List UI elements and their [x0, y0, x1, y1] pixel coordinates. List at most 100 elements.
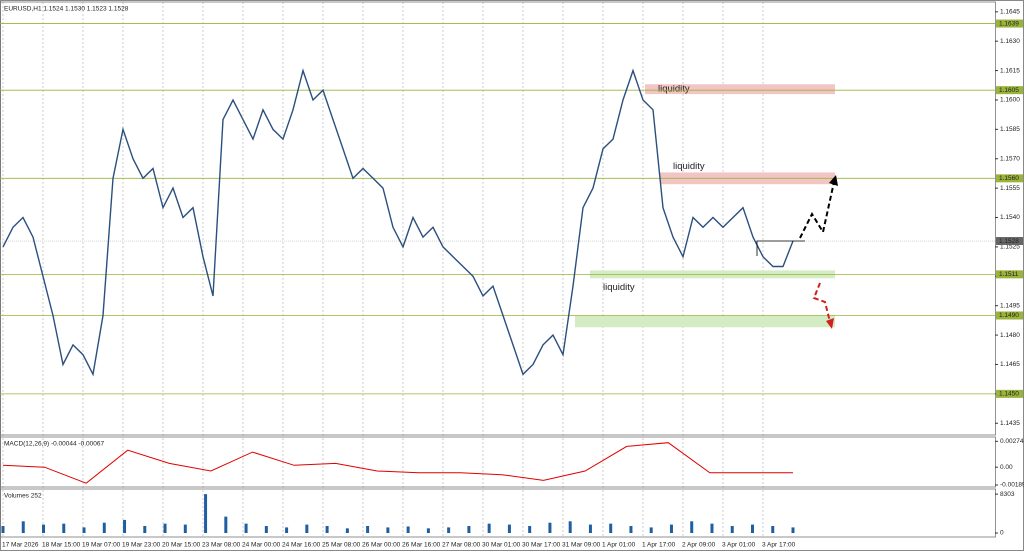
x-tick-label: 23 Mar 08:00 — [202, 542, 241, 549]
projection-down — [812, 282, 831, 323]
x-tick-label: 30 Mar 17:00 — [522, 542, 561, 549]
x-tick-label: 26 Mar 00:00 — [362, 542, 401, 549]
level-tag — [996, 270, 1023, 279]
y-tick-label: 1.1495 — [1000, 302, 1020, 309]
level-tag — [996, 86, 1023, 95]
price-line — [2, 68, 794, 377]
volume-bar — [669, 524, 673, 534]
volume-bar — [588, 524, 592, 534]
volume-bar — [1, 525, 5, 534]
x-tick-label: 26 Mar 16:00 — [402, 542, 441, 549]
x-tick-label: 17 Mar 2026 — [2, 542, 39, 549]
volume-bar — [102, 522, 106, 534]
x-tick-label: 3 Apr 17:00 — [762, 542, 796, 549]
x-tick-label: 19 Mar 07:00 — [82, 542, 121, 549]
x-tick-label: 1 Apr 17:00 — [642, 542, 676, 549]
y-tick-label: 8303 — [1000, 491, 1015, 498]
level-label: 1.1450 — [999, 391, 1019, 398]
arrow-head — [829, 175, 838, 186]
level-tag — [996, 174, 1023, 183]
current-price: 1.1528 — [999, 238, 1019, 245]
volume-bar — [82, 527, 86, 534]
volume-bar — [366, 525, 370, 534]
volume-bar — [21, 521, 25, 534]
volume-bar — [305, 524, 309, 534]
volume-bar — [325, 525, 329, 534]
x-tick-label: 24 Mar 00:00 — [242, 542, 281, 549]
volume-bar — [204, 494, 208, 534]
level-label: 1.1560 — [999, 175, 1019, 182]
volume-bar — [123, 519, 127, 534]
volume-bar — [426, 528, 430, 534]
level-label: 1.1605 — [999, 87, 1019, 94]
volume-bar — [163, 523, 167, 534]
volume-bar — [345, 528, 349, 534]
level-label: 1.1639 — [999, 20, 1019, 27]
macd-signal — [2, 442, 793, 484]
y-tick-label: 0.00274 — [1000, 438, 1024, 445]
volume-bar — [244, 523, 248, 534]
y-tick-label: 1.1630 — [1000, 38, 1020, 45]
volume-bar — [507, 524, 511, 534]
zone-label: liquidity — [658, 84, 690, 95]
volume-bar — [487, 523, 491, 534]
level-label: 1.1490 — [999, 312, 1019, 319]
y-tick-label: 1.1585 — [1000, 126, 1020, 133]
y-tick-label: 1.1570 — [1000, 155, 1020, 162]
y-tick-label: 1.1465 — [1000, 361, 1020, 368]
volume-bar — [143, 525, 147, 534]
x-tick-label: 25 Mar 08:00 — [322, 542, 361, 549]
x-tick-label: 1 Apr 01:00 — [602, 542, 636, 549]
projection-up — [799, 181, 835, 239]
volume-bar — [730, 525, 734, 534]
arrow-head — [826, 318, 834, 329]
volume-bar — [62, 523, 66, 534]
volume-bar — [750, 524, 754, 534]
y-tick-label: 0.00 — [1000, 464, 1013, 471]
x-tick-label: 3 Apr 01:00 — [722, 542, 756, 549]
x-tick-label: 30 Mar 01:00 — [482, 542, 521, 549]
x-tick-label: 27 Mar 08:00 — [442, 542, 481, 549]
volume-bar — [771, 525, 775, 534]
volume-bar — [183, 524, 187, 534]
panel — [0, 436, 996, 488]
liquidity-zone — [575, 315, 835, 328]
panel-title: MACD(12,26,9) -0.00044 -0.00067 — [4, 441, 104, 448]
volume-bar — [285, 527, 289, 534]
panel-title: Volumes 252 — [4, 493, 42, 500]
y-tick-label: 1.1480 — [1000, 332, 1020, 339]
x-tick-label: 18 Mar 15:00 — [42, 542, 81, 549]
x-tick-label: 24 Mar 16:00 — [282, 542, 321, 549]
volume-bar — [406, 526, 410, 534]
liquidity-zone — [645, 84, 835, 95]
y-tick-label: 1.1645 — [1000, 9, 1020, 16]
y-tick-label: 0 — [1000, 530, 1004, 537]
volume-bar — [264, 525, 268, 534]
y-tick-label: 1.1615 — [1000, 67, 1020, 74]
range-line — [756, 240, 805, 256]
zone-label: liquidity — [673, 161, 705, 172]
x-tick-label: 20 Mar 15:00 — [162, 542, 201, 549]
y-tick-label: 1.1540 — [1000, 214, 1020, 221]
price-tag — [996, 237, 1023, 246]
y-tick-label: 1.1435 — [1000, 420, 1020, 427]
level-label: 1.1511 — [999, 271, 1019, 278]
y-tick-label: 1.1600 — [1000, 97, 1020, 104]
volume-bar — [629, 525, 633, 534]
level-tag — [996, 389, 1023, 398]
volume-bar — [528, 525, 532, 534]
panel-title: EURUSD,H1 1.1524 1.1530 1.1523 1.1528 — [4, 6, 129, 13]
y-tick-label: -0.00189 — [1000, 482, 1024, 489]
x-tick-label: 19 Mar 23:00 — [122, 542, 161, 549]
x-tick-label: 31 Mar 09:00 — [562, 542, 601, 549]
x-tick-label: 2 Apr 09:00 — [682, 542, 716, 549]
volume-bar — [649, 527, 653, 534]
volume-bar — [791, 527, 795, 534]
level-tag — [996, 311, 1023, 320]
volume-bar — [386, 527, 390, 534]
panel — [0, 1, 996, 436]
